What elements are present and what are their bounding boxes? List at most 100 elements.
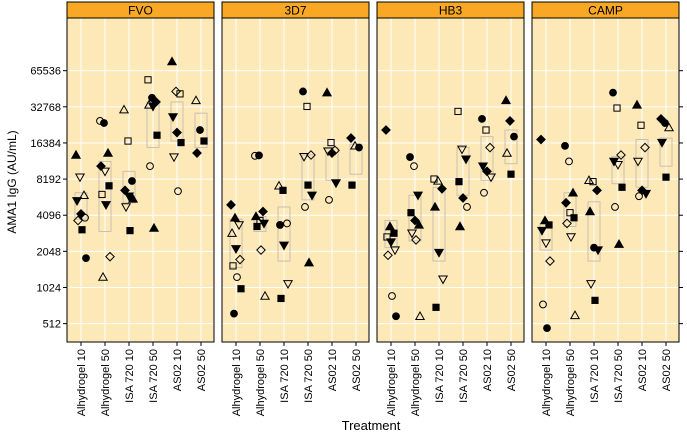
panel-hb3-strip [377, 2, 524, 18]
panel-hb3-boxes [384, 129, 518, 262]
y-tick-label: 32768 [30, 102, 61, 114]
y-tick-label: 65536 [30, 66, 61, 78]
x-tick-label: ISA 720 10 [434, 349, 446, 403]
panel-fvo-strip-label: FVO [128, 4, 153, 18]
hb3-point [410, 162, 418, 171]
hb3-point [507, 170, 515, 178]
3d7-point [325, 195, 333, 204]
camp-box-1 [563, 192, 577, 227]
camp-point [561, 141, 569, 150]
fvo-point [153, 131, 161, 139]
3d7-point [282, 280, 294, 289]
camp-point [567, 187, 579, 197]
panel-hb3-frame [376, 1, 525, 343]
fvo-point [74, 173, 86, 183]
x-axis-title: Treatment [342, 418, 401, 433]
camp-point [565, 233, 577, 243]
3d7-point [306, 191, 318, 201]
fvo-point [71, 197, 83, 207]
fvo-point [171, 86, 181, 97]
camp-point [540, 239, 552, 249]
hb3-point [433, 248, 445, 258]
hb3-point [384, 221, 396, 231]
panel-camp: CAMP Alhydrogel 10 Alhydrogel 50 ISA 720 1… [531, 1, 680, 416]
camp-point [591, 296, 599, 304]
camp-point [616, 150, 626, 160]
hb3-point [478, 114, 486, 123]
panel-3d7-points [226, 87, 363, 318]
fvo-point [98, 190, 106, 199]
panel-fvo-points [70, 56, 208, 281]
fvo-point [172, 127, 182, 138]
fvo-point [97, 271, 109, 281]
3d7-point [259, 290, 271, 300]
3d7-point [301, 203, 309, 211]
y-tick-label: 8192 [37, 174, 61, 186]
3d7-point [233, 273, 241, 282]
camp-point [631, 99, 643, 109]
x-tick-label: AS02 10 [637, 349, 649, 391]
3d7-point [256, 245, 266, 255]
fvo-point [78, 226, 86, 234]
panel-3d7-strip [222, 2, 369, 18]
camp-point [562, 218, 572, 229]
fvo-point [102, 147, 114, 157]
hb3-point [432, 303, 440, 311]
panel-fvo: FVO Alhydrogel 10 Alhydrogel 50 ISA 720 10… [66, 1, 215, 416]
hb3-point [392, 312, 400, 321]
x-tick-label: Alhydrogel 10 [231, 349, 243, 416]
hb3-point [485, 173, 497, 183]
3d7-point [303, 102, 311, 111]
camp-point [656, 138, 668, 148]
fvo-point [167, 113, 179, 123]
camp-point [569, 310, 581, 320]
camp-point [536, 226, 548, 236]
camp-point [618, 183, 626, 191]
hb3-point [407, 209, 415, 217]
hb3-point [437, 183, 447, 194]
fvo-point [146, 162, 154, 171]
fvo-box-2 [122, 170, 136, 204]
camp-point [637, 121, 645, 129]
camp-box-5 [659, 137, 673, 167]
x-tick-label: AS02 50 [351, 349, 363, 391]
3d7-point [346, 133, 356, 143]
fvo-point [78, 190, 90, 200]
panel-hb3-points [381, 95, 518, 321]
3d7-point [321, 87, 333, 97]
y-tick-label: 2048 [37, 246, 61, 258]
x-tick-label: ISA 720 10 [279, 349, 291, 403]
panel-hb3-grid [377, 18, 524, 342]
3d7-point [273, 180, 285, 190]
fvo-point [123, 192, 135, 202]
hb3-point [460, 155, 472, 165]
hb3-point [410, 215, 420, 226]
hb3-point [406, 153, 414, 161]
fvo-point [176, 90, 184, 98]
fvo-box-5 [194, 112, 208, 149]
hb3-point [381, 125, 391, 135]
fvo-point [70, 149, 82, 159]
x-tick-label: AS02 10 [482, 349, 494, 391]
panel-fvo-x-axis: Alhydrogel 10 Alhydrogel 50 ISA 720 10 ISA … [76, 342, 208, 416]
y-tick-label: 512 [43, 319, 61, 331]
hb3-point [454, 107, 462, 116]
hb3-point [429, 201, 441, 211]
3d7-point [278, 241, 290, 251]
fvo-point [99, 167, 111, 177]
panel-3d7: 3D7 Alhydrogel 10 Alhydrogel 50 ISA 720 10… [221, 1, 370, 416]
camp-point [589, 178, 597, 186]
hb3-box-1 [408, 194, 422, 242]
panel-hb3: HB3 Alhydrogel 10 Alhydrogel 50 ISA 720 10… [376, 1, 525, 416]
camp-box-2 [587, 201, 601, 262]
fvo-point [148, 222, 160, 232]
hb3-point [458, 193, 468, 203]
y-tick-label: 4096 [37, 210, 61, 222]
panel-camp-background [532, 18, 679, 342]
hb3-point [463, 203, 471, 211]
fvo-point [76, 209, 86, 219]
3d7-point [235, 254, 245, 265]
camp-point [566, 209, 574, 217]
x-tick-label: ISA 720 50 [303, 349, 315, 403]
camp-point [640, 189, 652, 199]
